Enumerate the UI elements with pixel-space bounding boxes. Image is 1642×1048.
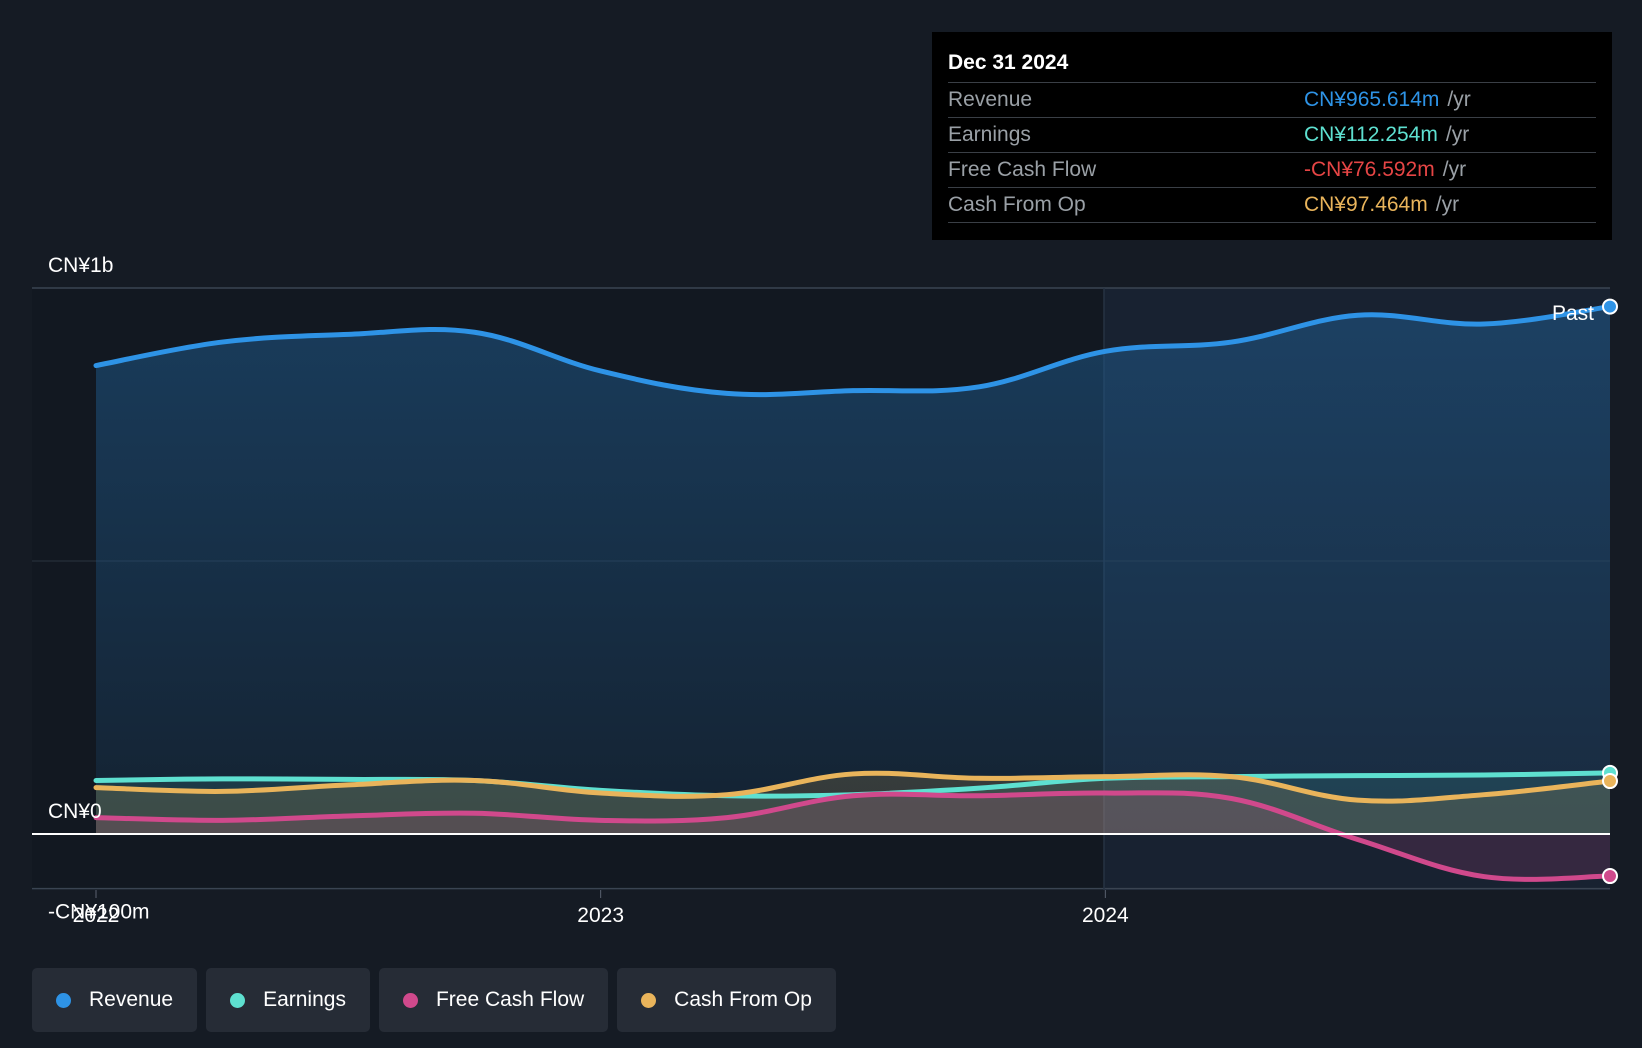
- free-cash-flow-end-point[interactable]: [1602, 868, 1618, 885]
- legend-item-label: Revenue: [89, 988, 174, 1011]
- legend-item-earnings[interactable]: Earnings: [206, 968, 370, 1032]
- tooltip-row-unit: /yr: [1435, 193, 1460, 216]
- tooltip-row-unit: /yr: [1445, 123, 1470, 146]
- tooltip-row-label: Free Cash Flow: [948, 158, 1097, 181]
- tooltip-row-value: CN¥97.464m: [1304, 193, 1428, 216]
- tooltip-row-value: -CN¥76.592m: [1304, 158, 1435, 181]
- tooltip-row: Revenue CN¥965.614m/yr: [948, 83, 1596, 118]
- legend-item-label: Free Cash Flow: [435, 988, 585, 1011]
- y-tick-label: CN¥0: [48, 800, 102, 823]
- legend-dot-icon: [641, 992, 657, 1008]
- legend-item-free-cash-flow[interactable]: Free Cash Flow: [378, 968, 609, 1032]
- cash-from-op-area: [96, 773, 1610, 834]
- legend-item-label: Earnings: [263, 988, 346, 1011]
- tooltip-row: Free Cash Flow -CN¥76.592m/yr: [948, 153, 1596, 188]
- legend-item-cash-from-op[interactable]: Cash From Op: [617, 968, 836, 1032]
- y-axis: CN¥1b CN¥0 -CN¥100m: [48, 254, 150, 924]
- legend-item-revenue[interactable]: Revenue: [32, 968, 198, 1032]
- revenue-line: [93, 304, 1613, 398]
- revenue-end-point[interactable]: [1602, 298, 1618, 315]
- legend-dot-icon: [230, 992, 246, 1008]
- legend: Revenue Earnings Free Cash Flow Cash From O…: [32, 968, 836, 1032]
- earnings-area: [96, 772, 1610, 834]
- cash-from-op-line: [93, 770, 1613, 804]
- x-axis: 2022 2023 2024: [73, 890, 1129, 927]
- x-tick-label: 2022: [73, 904, 120, 927]
- tooltip-row-label: Earnings: [948, 123, 1031, 146]
- series-endpoints: [1602, 298, 1618, 885]
- legend-dot-icon: [402, 992, 418, 1008]
- tooltip-row-value: CN¥965.614m: [1304, 88, 1440, 111]
- tooltip-row-label: Cash From Op: [948, 193, 1086, 216]
- past-label: Past: [1552, 302, 1594, 325]
- legend-dot-icon: [56, 992, 71, 1008]
- tooltip-row-unit: /yr: [1447, 88, 1471, 111]
- tooltip-rows: Revenue CN¥965.614m/yr Earnings CN¥112.254m…: [948, 83, 1596, 223]
- x-tick-label: 2023: [577, 904, 624, 927]
- y-tick-label: -CN¥100m: [48, 901, 150, 924]
- series-lines: [32, 304, 1613, 882]
- tooltip-date: Dec 31 2024: [948, 48, 1596, 83]
- tooltip-row-value: CN¥112.254m: [1304, 123, 1438, 146]
- legend-item-label: Cash From Op: [674, 988, 812, 1011]
- cash-from-op-end-point[interactable]: [1602, 773, 1618, 790]
- free-cash-flow-line: [93, 790, 1613, 882]
- tooltip-row: Cash From Op CN¥97.464m/yr: [948, 188, 1596, 223]
- tooltip: Dec 31 2024 Revenue CN¥965.614m/yr Earning…: [932, 32, 1612, 240]
- tooltip-row-label: Revenue: [948, 88, 1033, 111]
- y-tick-label: CN¥1b: [48, 254, 113, 277]
- revenue-area: [96, 306, 1610, 835]
- x-tick-label: 2024: [1082, 904, 1129, 927]
- tooltip-row: Earnings CN¥112.254m/yr: [948, 118, 1596, 153]
- tooltip-row-unit: /yr: [1442, 158, 1467, 181]
